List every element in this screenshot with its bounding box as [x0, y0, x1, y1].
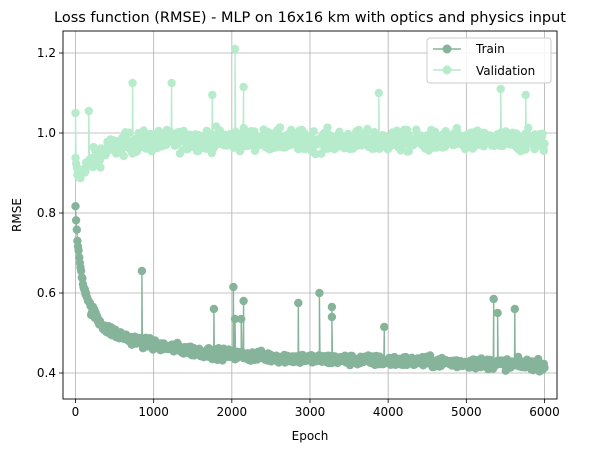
data-point [496, 84, 505, 94]
validation-series [71, 44, 549, 183]
x-tick-label: 3000 [295, 405, 326, 419]
data-point [294, 298, 303, 308]
data-point [71, 108, 80, 118]
y-tick-label: 1.2 [37, 46, 56, 60]
legend-validation-label: Validation [476, 64, 535, 78]
data-point [539, 146, 549, 156]
data-point [374, 88, 383, 98]
data-point [538, 129, 547, 138]
train-series [71, 202, 549, 376]
chart-title: Loss function (RMSE) - MLP on 16x16 km w… [54, 10, 566, 26]
x-tick-label: 4000 [373, 405, 404, 419]
data-point [76, 266, 86, 276]
data-point [71, 216, 81, 225]
legend-train-marker [442, 44, 452, 54]
x-axis-label: Epoch [292, 429, 329, 443]
y-tick-label: 1.0 [37, 126, 56, 140]
data-point [489, 294, 498, 304]
data-point [237, 314, 246, 324]
data-point [327, 302, 337, 312]
x-tick-label: 6000 [529, 405, 560, 419]
data-point [524, 123, 533, 133]
data-point [72, 225, 82, 234]
data-point [315, 288, 324, 298]
data-point [380, 322, 389, 332]
data-point [239, 82, 248, 92]
data-point [84, 106, 94, 116]
data-point [125, 128, 134, 137]
data-point [510, 304, 519, 314]
y-tick-label: 0.4 [37, 366, 56, 380]
x-tick-label: 2000 [217, 405, 248, 419]
data-point [327, 312, 337, 322]
data-point [76, 174, 85, 183]
data-point [363, 124, 372, 134]
data-point [208, 90, 217, 100]
legend-validation-marker [442, 65, 452, 75]
data-point [71, 202, 80, 211]
y-axis-label: RMSE [10, 198, 24, 232]
legend: Train Validation [426, 37, 552, 84]
data-point [404, 146, 413, 156]
data-point [540, 363, 549, 372]
data-point [128, 78, 137, 88]
data-point [167, 78, 176, 88]
legend-train-label: Train [475, 42, 505, 56]
data-point [137, 266, 147, 276]
data-point [294, 145, 303, 154]
data-point [493, 308, 502, 318]
data-point [521, 90, 530, 100]
data-point [323, 123, 332, 132]
y-axis-ticks: 0.4 0.6 0.8 1.0 1.2 [37, 46, 63, 380]
data-point [230, 314, 240, 324]
data-point [95, 155, 105, 165]
data-point [96, 163, 105, 172]
x-tick-label: 0 [72, 405, 80, 419]
data-point [230, 44, 240, 54]
data-point [209, 304, 219, 314]
x-axis-ticks: 0 1000 2000 3000 4000 5000 6000 [72, 399, 560, 419]
data-point [317, 149, 326, 158]
data-point [540, 139, 549, 148]
data-point [229, 282, 238, 292]
data-point [275, 123, 285, 132]
data-point [119, 151, 128, 161]
data-point [309, 127, 318, 136]
data-point [74, 246, 83, 255]
x-tick-label: 5000 [451, 405, 482, 419]
y-tick-label: 0.8 [37, 206, 56, 220]
data-point [179, 126, 188, 136]
x-tick-label: 1000 [138, 405, 169, 419]
y-tick-label: 0.6 [37, 286, 56, 300]
data-point [239, 296, 248, 306]
data-point [370, 128, 379, 137]
